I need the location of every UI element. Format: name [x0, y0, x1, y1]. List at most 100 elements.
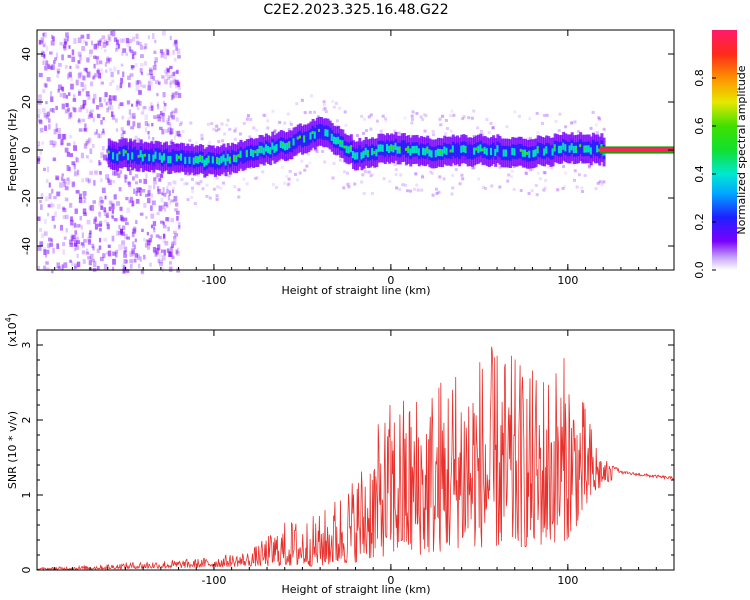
spectrogram-noise-cell — [37, 245, 42, 251]
spectrogram-noise-cell — [43, 249, 47, 255]
spectrogram-noise-cell — [132, 228, 137, 234]
spectrogram-noise-cell — [451, 186, 455, 190]
spectrogram-noise-cell — [110, 200, 114, 207]
spectrogram-noise-cell — [89, 230, 92, 235]
spectrogram-noise-cell — [461, 177, 465, 181]
spectrogram-noise-cell — [142, 106, 145, 112]
spectrogram-peak-cell — [201, 155, 205, 163]
spectrogram-noise-cell — [93, 43, 97, 50]
spectrogram-noise-cell — [362, 191, 366, 195]
spectrogram-noise-cell — [175, 117, 179, 122]
spectrogram-peak-cell — [143, 153, 147, 157]
spectrogram-noise-cell — [134, 253, 139, 258]
spectrogram-noise-cell — [166, 189, 169, 194]
spectrogram-noise-cell — [65, 103, 69, 107]
spectrogram-noise-cell — [129, 169, 132, 176]
snr-y-axis-label: SNR (10 * v/v) — [6, 411, 19, 489]
spectrogram-noise-cell — [139, 187, 143, 191]
spectrogram-noise-cell — [143, 46, 147, 50]
spectrogram-noise-cell — [64, 147, 69, 153]
snr-x-tick-label: 100 — [557, 574, 578, 587]
spectrogram-noise-cell — [65, 181, 70, 186]
spectrogram-noise-cell — [275, 186, 279, 190]
spectrogram-band-cell — [247, 146, 251, 161]
spectrogram-noise-cell — [589, 126, 593, 130]
spectrogram-peak-cell — [411, 145, 415, 154]
spectrogram-noise-cell — [76, 240, 80, 245]
spectrogram-noise-cell — [84, 123, 87, 128]
spectrogram-noise-cell — [94, 131, 97, 136]
spectrogram-noise-cell — [72, 238, 76, 242]
spectrogram-band-cell — [458, 144, 462, 160]
spectrogram-noise-cell — [113, 95, 116, 101]
spectrogram-band-cell — [555, 141, 559, 156]
spectrogram-noise-cell — [77, 51, 82, 57]
spectrogram-noise-cell — [168, 266, 173, 272]
spectrogram-noise-cell — [83, 195, 86, 199]
spectrogram-noise-cell — [540, 121, 544, 125]
spectrogram-noise-cell — [215, 197, 219, 201]
spectrogram-noise-cell — [191, 189, 195, 193]
spectrogram-noise-cell — [156, 92, 159, 97]
spectrogram-noise-cell — [49, 65, 53, 70]
spectrogram-noise-cell — [46, 111, 50, 117]
spectrogram-noise-cell — [75, 245, 80, 250]
spectrogram-noise-cell — [120, 216, 125, 222]
spectrogram-noise-cell — [153, 184, 156, 190]
spectrogram-noise-cell — [163, 249, 166, 256]
spectrogram-noise-cell — [73, 141, 76, 147]
spectrogram-noise-cell — [130, 49, 135, 56]
spectrogram-noise-cell — [105, 69, 108, 73]
spectrogram-peak-cell — [560, 145, 564, 153]
spectrogram-noise-cell — [233, 137, 237, 141]
spectrogram-noise-cell — [39, 127, 44, 133]
spectrogram-noise-cell — [100, 120, 103, 125]
spectrogram-peak-cell — [405, 147, 409, 151]
spectrogram-noise-cell — [53, 224, 56, 229]
spectrogram-peak-cell — [330, 133, 334, 141]
spectrogram-noise-cell — [120, 133, 124, 137]
spectrogram-peak-cell — [351, 150, 355, 159]
spectrogram-noise-cell — [90, 40, 93, 46]
spectrogram-peak-cell — [262, 147, 266, 155]
spectrogram-noise-cell — [272, 183, 276, 187]
spectrogram-noise-cell — [115, 249, 119, 254]
spectrogram-noise-cell — [439, 123, 443, 127]
spectrogram-noise-cell — [169, 140, 173, 147]
spectrogram-noise-cell — [150, 205, 153, 211]
spectrogram-peak-cell — [296, 136, 300, 140]
spectrogram-noise-cell — [210, 122, 214, 126]
spectrogram-noise-cell — [83, 84, 87, 91]
spectrogram-noise-cell — [112, 209, 115, 214]
spectrogram-noise-cell — [112, 266, 115, 271]
spectrogram-noise-cell — [88, 137, 92, 143]
spectrogram-noise-cell — [369, 113, 373, 117]
spectrogram-noise-cell — [561, 187, 565, 191]
spectrogram-noise-cell — [136, 107, 140, 111]
spectrogram-noise-cell — [238, 132, 242, 136]
spectrogram-noise-cell — [45, 254, 48, 258]
spectrogram-noise-cell — [152, 246, 157, 253]
spectrogram-noise-cell — [93, 218, 97, 225]
spectrogram-noise-cell — [66, 36, 70, 42]
spectrogram-noise-cell — [81, 250, 86, 255]
spectrogram-noise-cell — [81, 118, 86, 122]
spectrogram-noise-cell — [442, 177, 446, 181]
spectrogram-band-cell — [487, 145, 491, 160]
spectrogram-noise-cell — [45, 115, 50, 120]
spectrogram-noise-cell — [285, 175, 289, 179]
spectrogram-noise-cell — [97, 40, 102, 46]
spectrogram-noise-cell — [111, 30, 116, 37]
spectrogram-noise-cell — [162, 238, 167, 243]
spectrogram-noise-cell — [175, 91, 179, 95]
spectrogram-noise-cell — [121, 244, 126, 250]
spectrogram-noise-cell — [88, 260, 92, 266]
spectrogram-noise-cell — [450, 192, 454, 196]
spectrogram-noise-cell — [190, 195, 194, 199]
spectrogram-noise-cell — [543, 186, 547, 190]
spectrogram-noise-cell — [220, 122, 224, 126]
spectrogram-noise-cell — [77, 118, 81, 123]
spectrogram-noise-cell — [481, 133, 485, 137]
spectrogram-noise-cell — [490, 184, 494, 188]
spectrogram-noise-cell — [52, 247, 55, 254]
